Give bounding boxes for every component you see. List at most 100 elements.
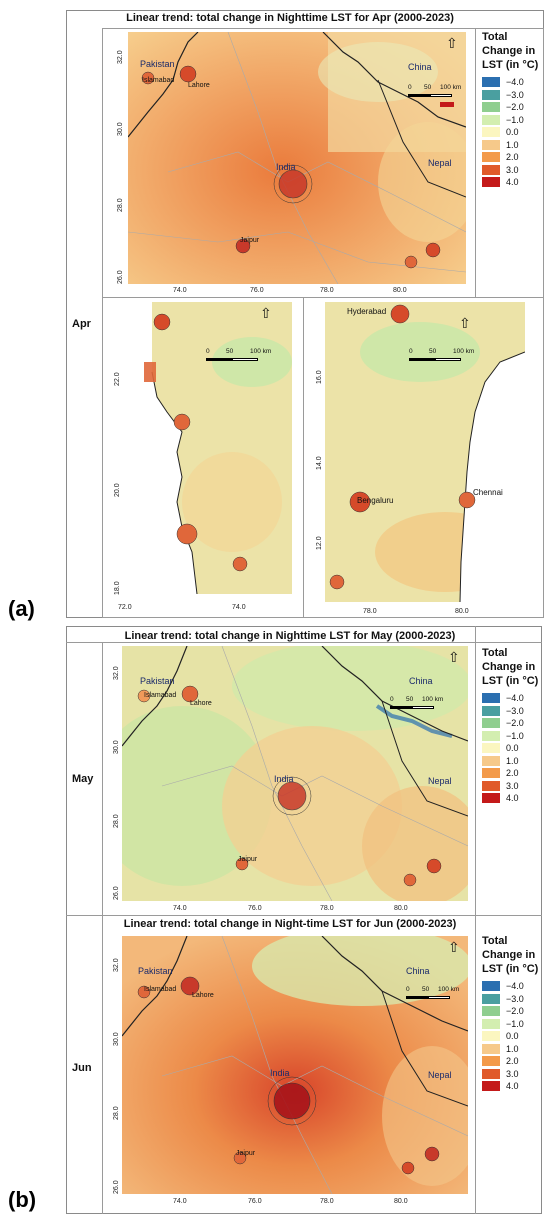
west-y-tick: 20.0 bbox=[114, 483, 121, 497]
north-arrow-icon: ⇧ bbox=[448, 939, 460, 955]
south-y-tick: 12.0 bbox=[316, 536, 323, 550]
may-title: Linear trend: total change in Nighttime … bbox=[124, 630, 456, 642]
legend-label: 0.0 bbox=[506, 743, 519, 754]
country-label-china: China bbox=[406, 966, 430, 976]
country-label-nepal: Nepal bbox=[428, 776, 452, 786]
legend-item: −3.0 bbox=[482, 993, 544, 1006]
legend-label: −3.0 bbox=[506, 89, 524, 100]
may-x-tick: 80.0 bbox=[394, 905, 408, 912]
legend-item: −4.0 bbox=[482, 76, 544, 89]
legend-item: −3.0 bbox=[482, 705, 544, 718]
scale-bar: 0 50 100 km bbox=[206, 348, 276, 364]
north-arrow-icon: ⇧ bbox=[260, 305, 272, 321]
north-arrow-icon: ⇧ bbox=[448, 649, 460, 665]
country-label-china: China bbox=[408, 62, 432, 72]
legend-label: 4.0 bbox=[506, 793, 519, 804]
legend-b-jun: Total Change in LST (in °C) −4.0 −3.0 −2.0 −1.… bbox=[482, 934, 544, 1093]
legend-swatch bbox=[482, 1006, 500, 1017]
west-y-tick: 22.0 bbox=[114, 372, 121, 386]
country-label-pakistan: Pakistan bbox=[140, 59, 175, 69]
jun-x-tick: 74.0 bbox=[173, 1198, 187, 1205]
legend-item: −1.0 bbox=[482, 730, 544, 743]
west-x-tick: 72.0 bbox=[118, 604, 132, 611]
legend-label: 1.0 bbox=[506, 139, 519, 150]
legend-item: 4.0 bbox=[482, 1080, 544, 1093]
jun-main-map[interactable]: Pakistan China India Nepal Islamabad Lah… bbox=[122, 936, 468, 1194]
legend-swatch bbox=[482, 693, 500, 704]
legend-item: −4.0 bbox=[482, 980, 544, 993]
legend-label: 3.0 bbox=[506, 780, 519, 791]
legend-label: 4.0 bbox=[506, 1081, 519, 1092]
apr-x-tick: 74.0 bbox=[173, 287, 187, 294]
legend-swatch bbox=[482, 102, 500, 113]
apr-y-tick: 32.0 bbox=[117, 50, 124, 64]
legend-title: Total Change in LST (in °C) bbox=[482, 647, 539, 687]
legend-item: −3.0 bbox=[482, 89, 544, 102]
legend-item: 0.0 bbox=[482, 742, 544, 755]
legend-item: 1.0 bbox=[482, 139, 544, 152]
legend-item: 0.0 bbox=[482, 126, 544, 139]
legend-label: 1.0 bbox=[506, 755, 519, 766]
legend-label: −1.0 bbox=[506, 114, 524, 125]
legend-swatch bbox=[482, 755, 500, 766]
legend-label: −4.0 bbox=[506, 77, 524, 88]
legend-item: 1.0 bbox=[482, 1043, 544, 1056]
legend-item: −2.0 bbox=[482, 1005, 544, 1018]
legend-label: 2.0 bbox=[506, 768, 519, 779]
legend-item: 4.0 bbox=[482, 792, 544, 805]
country-label-india: India bbox=[274, 774, 294, 784]
scale-bar: 0 50 100 km bbox=[408, 84, 466, 100]
may-x-tick: 76.0 bbox=[248, 905, 262, 912]
jun-row-label: Jun bbox=[72, 1062, 92, 1074]
south-map-svg bbox=[329, 304, 525, 602]
legend-swatch bbox=[482, 77, 500, 88]
legend-swatch bbox=[482, 1056, 500, 1067]
legend-swatch bbox=[482, 981, 500, 992]
scale-bar: 0 50 100 km bbox=[406, 986, 466, 1002]
apr-x-tick: 76.0 bbox=[250, 287, 264, 294]
may-y-tick: 30.0 bbox=[113, 740, 120, 754]
legend-title: Total Change in LST (in °C) bbox=[482, 935, 539, 975]
apr-grid-frame bbox=[102, 28, 544, 618]
legend-label: −1.0 bbox=[506, 1018, 524, 1029]
b-grid-top bbox=[66, 642, 542, 643]
b-row-divider bbox=[66, 915, 542, 916]
jun-y-tick: 30.0 bbox=[113, 1032, 120, 1046]
may-main-map[interactable]: Pakistan China India Nepal Islamabad Lah… bbox=[122, 646, 468, 901]
city-label-islamabad: Islamabad bbox=[144, 986, 177, 993]
apr-main-map[interactable]: Pakistan China India Nepal Islamabad Lah… bbox=[128, 32, 466, 284]
may-x-tick: 74.0 bbox=[173, 905, 187, 912]
apr-south-map[interactable]: Hyderabad Bengaluru Chennai ⇧ 0 50 100 k… bbox=[325, 302, 525, 602]
legend-swatch bbox=[482, 1068, 500, 1079]
legend-item: 3.0 bbox=[482, 1068, 544, 1081]
legend-label: −2.0 bbox=[506, 1006, 524, 1017]
city-label-lahore: Lahore bbox=[190, 700, 212, 707]
legend-label: 3.0 bbox=[506, 164, 519, 175]
jun-title: Linear trend: total change in Night-time… bbox=[123, 918, 457, 930]
country-label-china: China bbox=[409, 676, 433, 686]
legend-divider-a bbox=[475, 28, 476, 297]
legend-swatch bbox=[482, 114, 500, 125]
apr-x-tick: 80.0 bbox=[393, 287, 407, 294]
legend-label: −2.0 bbox=[506, 102, 524, 113]
legend-item: 3.0 bbox=[482, 780, 544, 793]
legend-item: 0.0 bbox=[482, 1030, 544, 1043]
scale-bar: 0 50 100 km bbox=[390, 696, 450, 712]
may-y-tick: 32.0 bbox=[113, 666, 120, 680]
legend-label: 2.0 bbox=[506, 152, 519, 163]
country-label-pakistan: Pakistan bbox=[140, 676, 175, 686]
legend-swatch bbox=[482, 139, 500, 150]
apr-west-coast-map[interactable]: ⇧ 0 50 100 km bbox=[122, 302, 292, 594]
jun-x-tick: 76.0 bbox=[248, 1198, 262, 1205]
jun-map-svg bbox=[122, 936, 468, 1194]
legend-swatch bbox=[482, 164, 500, 175]
south-x-tick: 80.0 bbox=[455, 608, 469, 615]
legend-swatch bbox=[482, 705, 500, 716]
legend-swatch bbox=[482, 1018, 500, 1029]
north-arrow-icon: ⇧ bbox=[446, 35, 458, 51]
apr-y-tick: 26.0 bbox=[117, 270, 124, 284]
legend-swatch bbox=[482, 89, 500, 100]
city-label-lahore: Lahore bbox=[188, 82, 210, 89]
city-label-jaipur: Jaipur bbox=[240, 237, 260, 244]
may-map-svg bbox=[122, 646, 468, 901]
